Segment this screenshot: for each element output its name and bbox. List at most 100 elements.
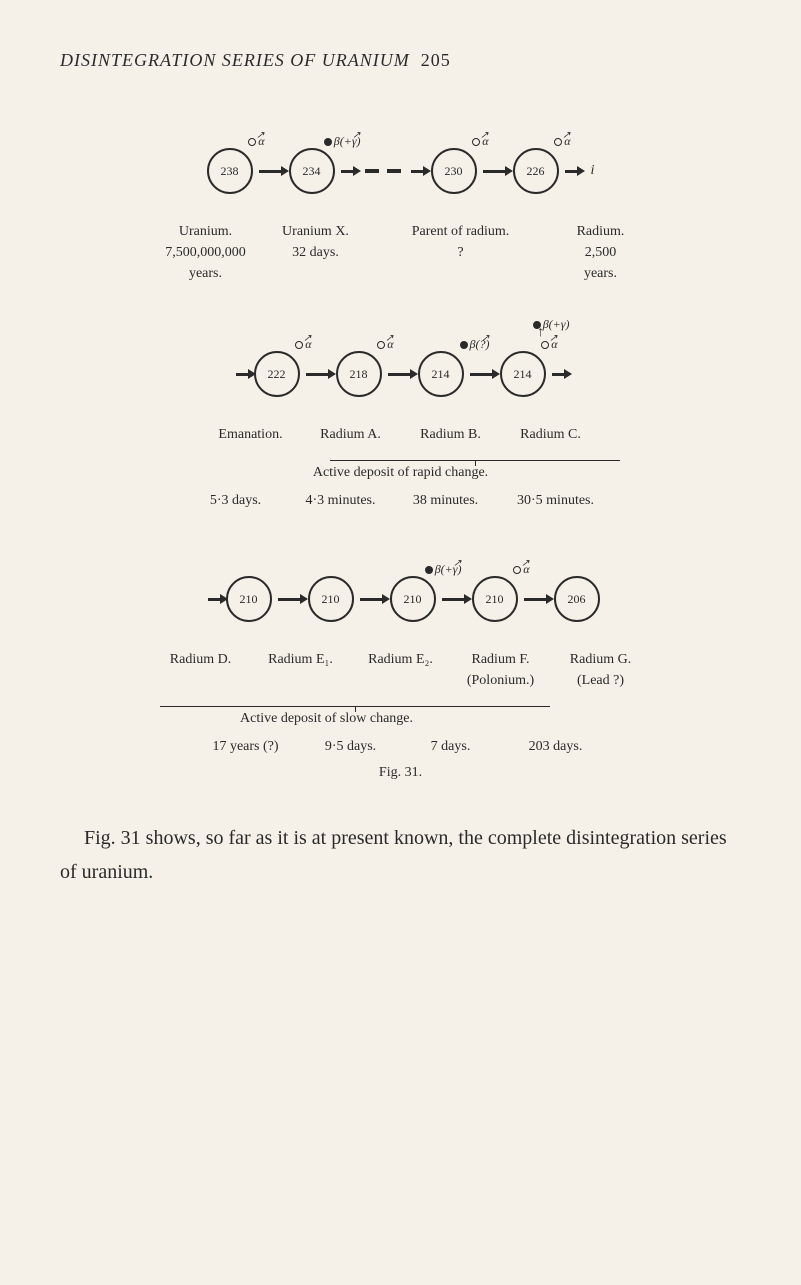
arrow-icon bbox=[552, 373, 566, 376]
mass-number: 210 bbox=[486, 592, 504, 607]
nuclide-parent-radium: 230 ↗α bbox=[431, 148, 477, 194]
mass-number: 226 bbox=[527, 164, 545, 179]
label-col: Uranium. 7,500,000,000 years. bbox=[151, 221, 261, 284]
mass-number: 238 bbox=[221, 164, 239, 179]
emission-label-beta: β(+γ) bbox=[533, 317, 570, 332]
arrow-icon bbox=[483, 170, 507, 173]
nuclide-radium-f: 210 ↗α bbox=[472, 576, 518, 622]
nuclide-radium-e2: 210 ↗β(+γ) bbox=[390, 576, 436, 622]
nuclide-name: Radium G. bbox=[551, 649, 651, 670]
label-col: Emanation. bbox=[201, 424, 301, 445]
emission-label: ↗β(?) bbox=[460, 337, 490, 352]
nuclide-radium-b: 214 ↗β(?) bbox=[418, 351, 464, 397]
emission-label: ↗α bbox=[377, 337, 393, 352]
halflife: 17 years (?) bbox=[191, 739, 301, 755]
arrow-icon bbox=[470, 373, 494, 376]
halflife: 32 days. bbox=[261, 242, 371, 263]
emission-label: ↗α bbox=[295, 337, 311, 352]
mass-number: 234 bbox=[303, 164, 321, 179]
label-col: Radium D. bbox=[151, 649, 251, 691]
arrow-icon bbox=[565, 170, 579, 173]
nuclide-radium-e1: 210 bbox=[308, 576, 354, 622]
nuclide-sublabel: (Polonium.) bbox=[451, 670, 551, 691]
arrow-icon bbox=[259, 170, 283, 173]
nuclide-circle: 210 ↗α bbox=[472, 576, 518, 622]
label-col: Radium B. bbox=[401, 424, 501, 445]
figure-caption: Fig. 31. bbox=[60, 765, 741, 781]
arrow-icon bbox=[388, 373, 412, 376]
nuclide-radium-d: 210 bbox=[226, 576, 272, 622]
mass-number: 222 bbox=[268, 367, 286, 382]
halflife: 2,500 bbox=[551, 242, 651, 263]
bracket-icon bbox=[330, 453, 620, 461]
nuclide-circle: 206 bbox=[554, 576, 600, 622]
label-col: Uranium X. 32 days. bbox=[261, 221, 371, 284]
halflife: 38 minutes. bbox=[396, 493, 496, 509]
running-header: DISINTEGRATION SERIES OF URANIUM 205 bbox=[60, 50, 741, 71]
nuclide-name: Radium E₂. bbox=[351, 649, 451, 670]
bracket-label: Active deposit of slow change. bbox=[60, 711, 741, 727]
nuclide-radium-g: 206 bbox=[554, 576, 600, 622]
nuclide-circle: 214 β(+γ) ↑↗α bbox=[500, 351, 546, 397]
nuclide-name: Radium F. bbox=[451, 649, 551, 670]
chain3-labels: Radium D. Radium E₁. Radium E₂. Radium F… bbox=[60, 649, 741, 691]
label-col: Radium G. (Lead ?) bbox=[551, 649, 651, 691]
nuclide-circle: 218 ↗α bbox=[336, 351, 382, 397]
label-col: Parent of radium. ? bbox=[371, 221, 551, 284]
nuclide-emanation: 222 ↗α bbox=[254, 351, 300, 397]
label-col: Radium E₁. bbox=[251, 649, 351, 691]
trailing-marker: i bbox=[591, 163, 595, 179]
nuclide-name: Radium C. bbox=[520, 427, 581, 442]
emission-label: ↗β(+γ) bbox=[324, 134, 361, 149]
dash-icon bbox=[387, 169, 401, 173]
label-col: Radium. 2,500 years. bbox=[551, 221, 651, 284]
halflife-unit: years. bbox=[151, 263, 261, 284]
body-paragraph: Fig. 31 shows, so far as it is at presen… bbox=[60, 821, 741, 889]
bracket-container bbox=[160, 699, 550, 707]
bracket-container bbox=[330, 453, 620, 461]
mass-number: 218 bbox=[350, 367, 368, 382]
bracket-icon bbox=[160, 699, 550, 707]
arrow-icon bbox=[524, 598, 548, 601]
nuclide-circle: 222 ↗α bbox=[254, 351, 300, 397]
emission-label: ↗β(+γ) bbox=[425, 562, 462, 577]
mass-number: 230 bbox=[445, 164, 463, 179]
emission-label: ↗α bbox=[472, 134, 488, 149]
decay-chain-row-1: 238 ↗α 234 ↗β(+γ) 230 ↗α 226 ↗α i bbox=[60, 131, 741, 211]
emission-label: ↗α bbox=[554, 134, 570, 149]
label-col: Radium C. bbox=[501, 424, 601, 445]
arrow-icon bbox=[442, 598, 466, 601]
emission-label: ↗α bbox=[248, 134, 264, 149]
label-col: Radium E₂. bbox=[351, 649, 451, 691]
mass-number: 210 bbox=[404, 592, 422, 607]
running-title: DISINTEGRATION SERIES OF URANIUM bbox=[60, 50, 410, 70]
nuclide-uranium: 238 ↗α bbox=[207, 148, 253, 194]
bracket-label: Active deposit of rapid change. bbox=[60, 465, 741, 481]
arrow-icon bbox=[411, 170, 425, 173]
chain3-halflives: 17 years (?) 9·5 days. 7 days. 203 days. bbox=[60, 739, 741, 755]
decay-chain-row-2: 222 ↗α 218 ↗α 214 ↗β(?) 214 β(+γ) ↑↗α bbox=[60, 334, 741, 414]
nuclide-circle: 210 bbox=[226, 576, 272, 622]
nuclide-uranium-x: 234 ↗β(+γ) bbox=[289, 148, 335, 194]
emission-label: ↗α bbox=[513, 562, 529, 577]
halflife-unit: years. bbox=[551, 263, 651, 284]
nuclide-circle: 234 ↗β(+γ) bbox=[289, 148, 335, 194]
mass-number: 206 bbox=[568, 592, 586, 607]
mass-number: 210 bbox=[322, 592, 340, 607]
nuclide-name: Radium. bbox=[551, 221, 651, 242]
nuclide-circle: 210 bbox=[308, 576, 354, 622]
halflife: ? bbox=[371, 242, 551, 263]
arrow-icon bbox=[278, 598, 302, 601]
nuclide-name: Radium D. bbox=[151, 649, 251, 670]
emission-label-alpha: ↑↗α bbox=[541, 337, 557, 352]
halflife: 7 days. bbox=[401, 739, 501, 755]
nuclide-radium-c: 214 β(+γ) ↑↗α bbox=[500, 351, 546, 397]
nuclide-name: Parent of radium. bbox=[371, 221, 551, 242]
nuclide-circle: 230 ↗α bbox=[431, 148, 477, 194]
halflife: 9·5 days. bbox=[301, 739, 401, 755]
label-col: Radium A. bbox=[301, 424, 401, 445]
nuclide-name: Uranium X. bbox=[261, 221, 371, 242]
nuclide-circle: 214 ↗β(?) bbox=[418, 351, 464, 397]
nuclide-name: Radium B. bbox=[420, 427, 481, 442]
arrow-icon bbox=[236, 373, 250, 376]
